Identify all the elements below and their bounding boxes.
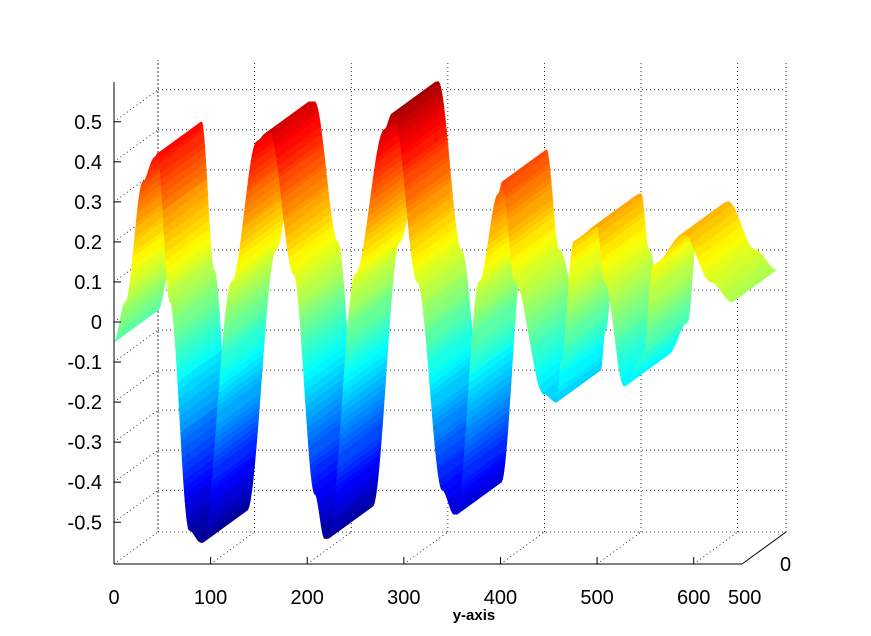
- z-tick-label: -0.5: [68, 512, 102, 534]
- grid-line: [403, 531, 449, 565]
- grid-line: [113, 129, 159, 163]
- y-tick-label: 600: [677, 587, 710, 609]
- y-tick-label: 500: [580, 587, 613, 609]
- depth-tick-label: 500: [728, 587, 761, 609]
- y-axis-ticks: 0 100 200 300 400 500 600: [108, 557, 710, 609]
- grid-line: [113, 89, 159, 123]
- axes: [113, 82, 787, 565]
- depth-axis-ticks: 500 0: [728, 554, 791, 609]
- z-tick-label: -0.4: [68, 472, 102, 494]
- z-tick-label: 0: [91, 312, 102, 334]
- surface: [113, 81, 778, 543]
- grid-line: [113, 531, 159, 565]
- z-tick-label: -0.1: [68, 352, 102, 374]
- z-axis-ticks: -0.5 -0.4 -0.3 -0.2 -0.1 0 0.1 0.2 0.3 0.4 0.5: [68, 112, 121, 534]
- z-tick-label: 0.3: [74, 192, 102, 214]
- grid-line: [693, 531, 738, 565]
- z-tick-label: -0.3: [68, 432, 102, 454]
- depth-tick-label: 0: [780, 554, 791, 576]
- y-axis-label: y-axis: [453, 607, 496, 624]
- y-tick-label: 100: [194, 587, 227, 609]
- z-tick-label: -0.2: [68, 392, 102, 414]
- y-tick-label: 200: [291, 587, 324, 609]
- y-tick-label: 0: [108, 587, 119, 609]
- grid-line: [113, 489, 159, 523]
- y-tick-label: 400: [484, 587, 517, 609]
- grid-line: [500, 531, 545, 565]
- grid-line: [210, 531, 255, 565]
- z-tick-label: 0.1: [74, 272, 102, 294]
- z-tick-label: 0.5: [74, 112, 102, 134]
- grid-line: [113, 409, 159, 443]
- grid-line: [113, 449, 159, 483]
- depth-axis-line: [741, 531, 787, 565]
- z-tick-label: 0.2: [74, 232, 102, 254]
- grid-line: [596, 531, 642, 565]
- surface-strip: [731, 269, 778, 303]
- z-tick-label: 0.4: [74, 152, 102, 174]
- y-tick-label: 300: [387, 587, 420, 609]
- grid-line: [113, 369, 159, 403]
